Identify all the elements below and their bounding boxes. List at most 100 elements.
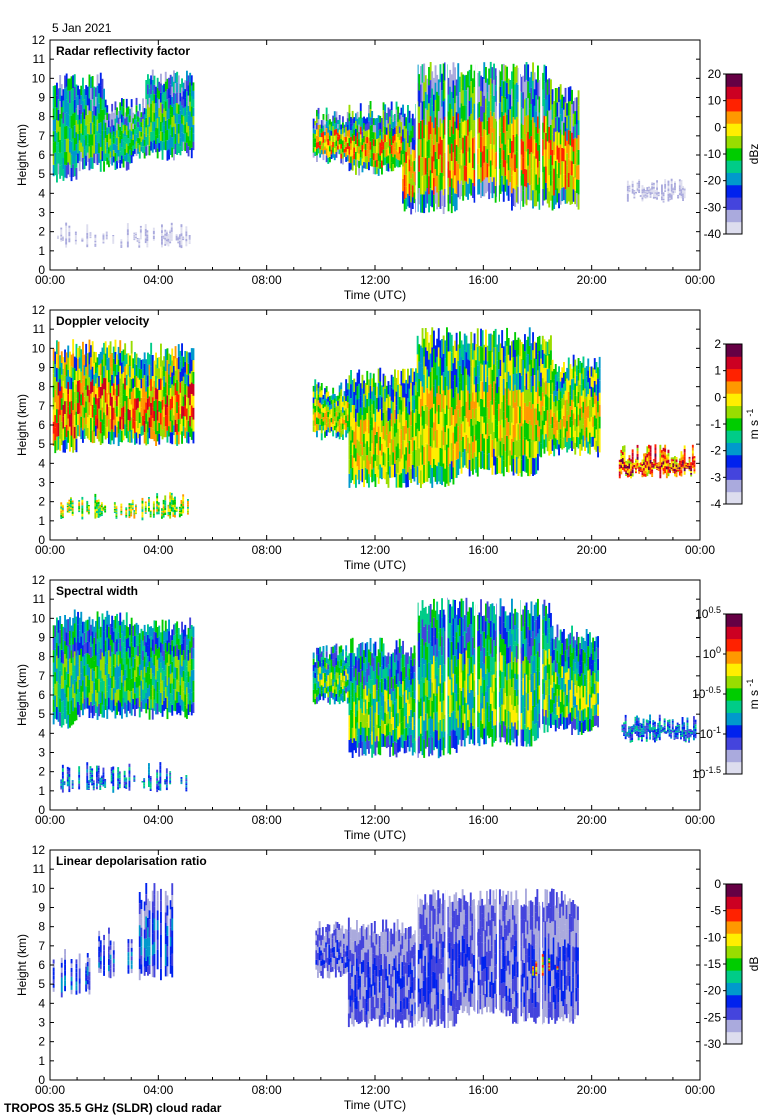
- cloud-cell: [589, 443, 591, 455]
- cloud-cell: [402, 166, 404, 179]
- cloud-cell: [519, 356, 521, 373]
- cloud-cell: [77, 392, 79, 403]
- cloud-cell: [102, 237, 105, 239]
- cloud-cell: [648, 188, 650, 190]
- cloud-cell: [571, 389, 573, 400]
- cloud-cell: [153, 121, 156, 131]
- cloud-cell: [418, 155, 421, 172]
- cloud-cell: [325, 386, 328, 393]
- cloud-cell: [533, 172, 536, 190]
- cloud-cell: [189, 130, 192, 141]
- cloud-cell: [394, 382, 396, 397]
- cloud-cell: [480, 75, 482, 91]
- cloud-cell: [486, 407, 489, 424]
- cloud-cell: [480, 328, 482, 347]
- cloud-cell: [91, 122, 94, 135]
- cloud-cell: [545, 367, 547, 382]
- cloud-cell: [442, 63, 445, 83]
- cloud-cell: [329, 400, 331, 406]
- cloud-cell: [626, 472, 629, 476]
- cloud-cell: [114, 161, 117, 170]
- cloud-cell: [312, 403, 315, 409]
- cloud-cell: [329, 140, 331, 147]
- cloud-cell: [192, 395, 195, 408]
- cloud-cell: [184, 361, 187, 373]
- cloud-cell: [407, 442, 409, 458]
- cloud-cell: [137, 407, 140, 418]
- cloud-cell: [400, 385, 403, 401]
- cloud-cell: [382, 157, 385, 166]
- cloud-cell: [436, 447, 439, 467]
- cloud-cell: [488, 68, 491, 85]
- cloud-cell: [150, 390, 153, 403]
- cloud-cell: [327, 417, 330, 423]
- cloud-cell: [353, 153, 356, 160]
- cloud-cell: [394, 114, 396, 121]
- cloud-cell: [470, 384, 473, 402]
- cloud-cell: [595, 429, 598, 441]
- cloud-cell: [52, 119, 55, 132]
- cloud-cell: [355, 421, 357, 435]
- cloud-cell: [150, 427, 153, 439]
- cloud-cell: [566, 140, 569, 154]
- cloud-cell: [376, 118, 378, 125]
- cloud-cell: [543, 183, 546, 201]
- cloud-cell: [364, 383, 367, 396]
- cloud-cell: [103, 88, 105, 100]
- cloud-cell: [179, 92, 182, 102]
- cloud-cell: [82, 367, 84, 380]
- cloud-cell: [444, 358, 447, 377]
- cloud-cell: [504, 403, 507, 420]
- cloud-cell: [638, 179, 641, 181]
- cloud-cell: [657, 468, 660, 470]
- cloud-cell: [643, 195, 645, 197]
- cloud-cell: [324, 400, 326, 407]
- cloud-cell: [137, 377, 140, 388]
- cloud-cell: [140, 378, 143, 389]
- cloud-cell: [153, 370, 156, 381]
- cloud-cell: [398, 133, 401, 140]
- cloud-cell: [108, 160, 110, 168]
- cloud-cell: [541, 364, 544, 379]
- cloud-cell: [147, 398, 149, 410]
- cloud-cell: [524, 454, 526, 472]
- cloud-cell: [402, 191, 404, 204]
- cloud-cell: [60, 236, 63, 239]
- cloud-cell: [325, 155, 328, 163]
- cloud-cell: [585, 406, 588, 418]
- cloud-cell: [411, 125, 414, 138]
- cloud-cell: [164, 140, 167, 151]
- cloud-cell: [155, 399, 157, 411]
- cloud-cell: [460, 423, 463, 441]
- cloud-cell: [454, 340, 456, 358]
- cloud-cell: [184, 89, 187, 98]
- cloud-cell: [56, 354, 58, 368]
- cloud-cell: [186, 431, 188, 443]
- cloud-cell: [672, 190, 675, 192]
- cloud-cell: [59, 139, 62, 153]
- cloud-cell: [332, 430, 335, 437]
- cloud-cell: [405, 117, 408, 129]
- cloud-cell: [664, 185, 667, 188]
- cloud-cell: [532, 80, 534, 99]
- cloud-cell: [187, 105, 190, 116]
- cloud-cell: [411, 437, 414, 452]
- cloud-cell: [415, 422, 417, 437]
- cloud-cell: [96, 418, 99, 429]
- cloud-cell: [498, 438, 500, 456]
- cloud-cell: [424, 404, 427, 425]
- cloud-cell: [517, 458, 520, 476]
- cloud-cell: [75, 120, 78, 133]
- cloud-cell: [538, 161, 541, 178]
- cloud-cell: [377, 122, 380, 131]
- cloud-cell: [135, 148, 138, 156]
- cloud-cell: [65, 352, 68, 365]
- cloud-cell: [407, 181, 409, 194]
- cloud-cell: [324, 135, 326, 140]
- cloud-cell: [494, 383, 497, 402]
- cloud-cell: [342, 146, 344, 153]
- cloud-cell: [457, 409, 460, 426]
- cloud-cell: [319, 413, 322, 420]
- cloud-cell: [359, 103, 362, 111]
- cloud-cell: [449, 136, 452, 154]
